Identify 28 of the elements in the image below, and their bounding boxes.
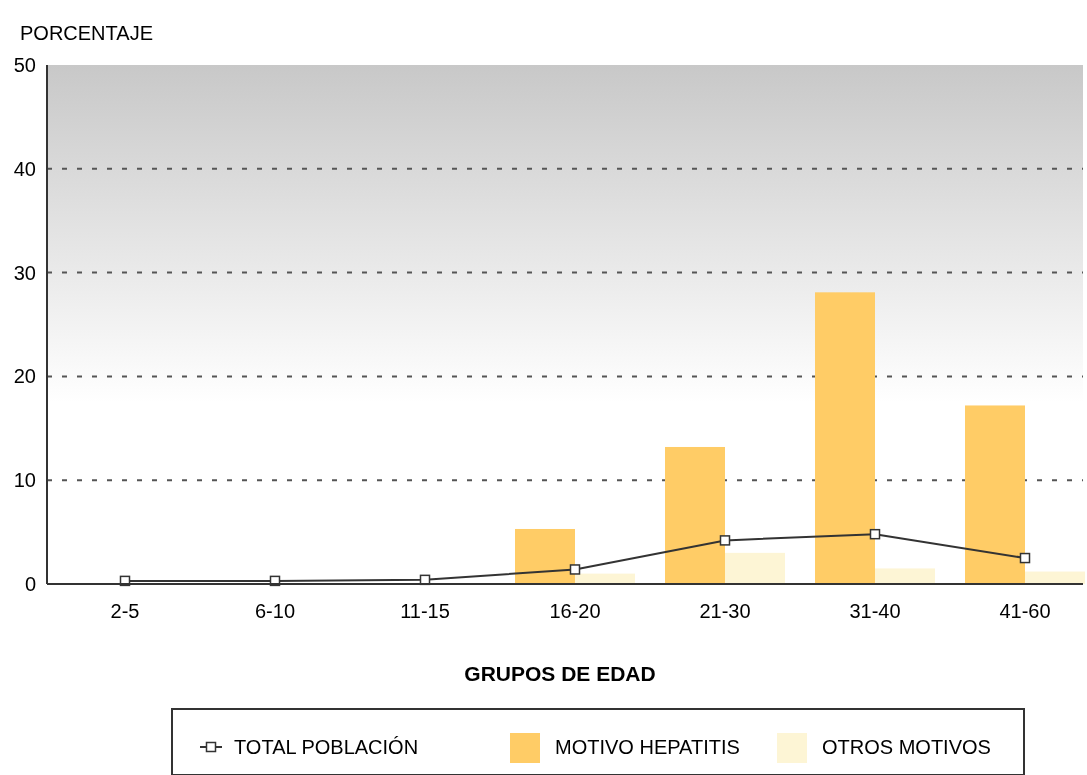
x-tick-label: 31-40 [849, 600, 901, 622]
x-tick-label: 2-5 [110, 600, 140, 622]
x-tick-label: 21-30 [699, 600, 751, 622]
x-tick-label: 16-20 [549, 600, 601, 622]
point [719, 535, 731, 546]
point [569, 564, 581, 575]
y-tick-label: 20 [13, 365, 36, 388]
bar [515, 528, 575, 584]
bar [875, 568, 935, 584]
point [869, 528, 881, 540]
bar [965, 405, 1025, 584]
legend-label: OTROS MOTIVOS [822, 736, 991, 758]
x-tick-label: 11-15 [400, 600, 450, 622]
point [1019, 552, 1031, 564]
y-tick-label: 0 [24, 573, 36, 595]
legend-label: MOTIVO HEPATITIS [555, 736, 740, 758]
bar [665, 446, 725, 584]
y-tick-label: 50 [13, 54, 36, 76]
x-tick-label: 41-60 [999, 600, 1051, 622]
legend-label: TOTAL POBLACIÓN [234, 736, 419, 758]
y-tick-label: 10 [13, 469, 36, 492]
bar [815, 292, 875, 584]
bar [725, 552, 785, 584]
y-tick-label: 40 [13, 157, 36, 180]
x-tick-label: 6-10 [254, 600, 296, 622]
x-axis-title: GRUPOS DE EDAD [464, 662, 656, 685]
y-tick-label: 30 [13, 261, 36, 284]
y-axis-title: PORCENTAJE [20, 22, 153, 44]
